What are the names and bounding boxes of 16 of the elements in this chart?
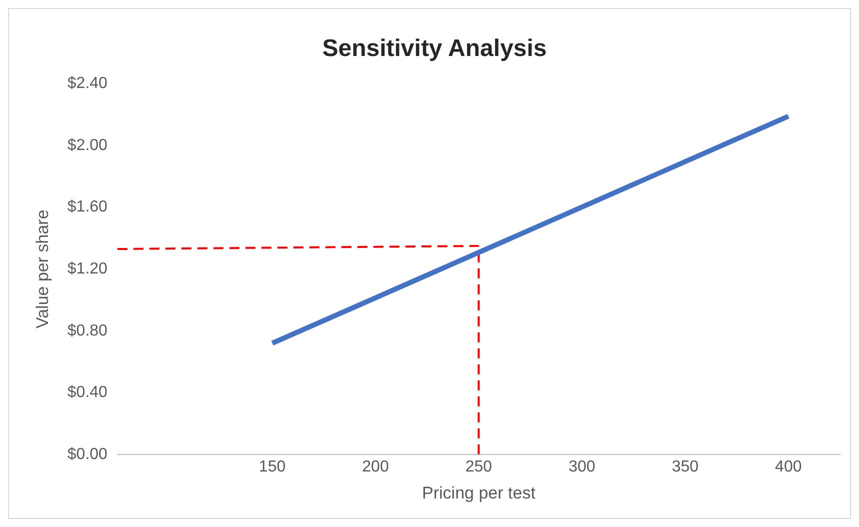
- y-tick-label: $0.80: [67, 322, 108, 340]
- x-axis-title: Pricing per test: [422, 483, 536, 502]
- x-tick-label: 300: [568, 458, 596, 476]
- x-tick-label: 400: [775, 458, 802, 476]
- chart-title: Sensitivity Analysis: [322, 35, 547, 62]
- x-tick-label: 350: [672, 458, 699, 476]
- y-tick-label: $1.20: [67, 260, 108, 278]
- y-axis-title: Value per share: [32, 210, 52, 328]
- x-tick-label: 250: [465, 458, 492, 476]
- x-tick-label: 150: [258, 458, 286, 476]
- y-tick-label: $0.40: [67, 384, 108, 402]
- y-tick-label: $2.40: [67, 75, 108, 92]
- x-tick-label: 200: [362, 458, 389, 476]
- y-tick-label: $2.00: [67, 136, 108, 154]
- y-tick-label: $0.00: [67, 446, 108, 463]
- y-tick-label: $1.60: [67, 198, 108, 216]
